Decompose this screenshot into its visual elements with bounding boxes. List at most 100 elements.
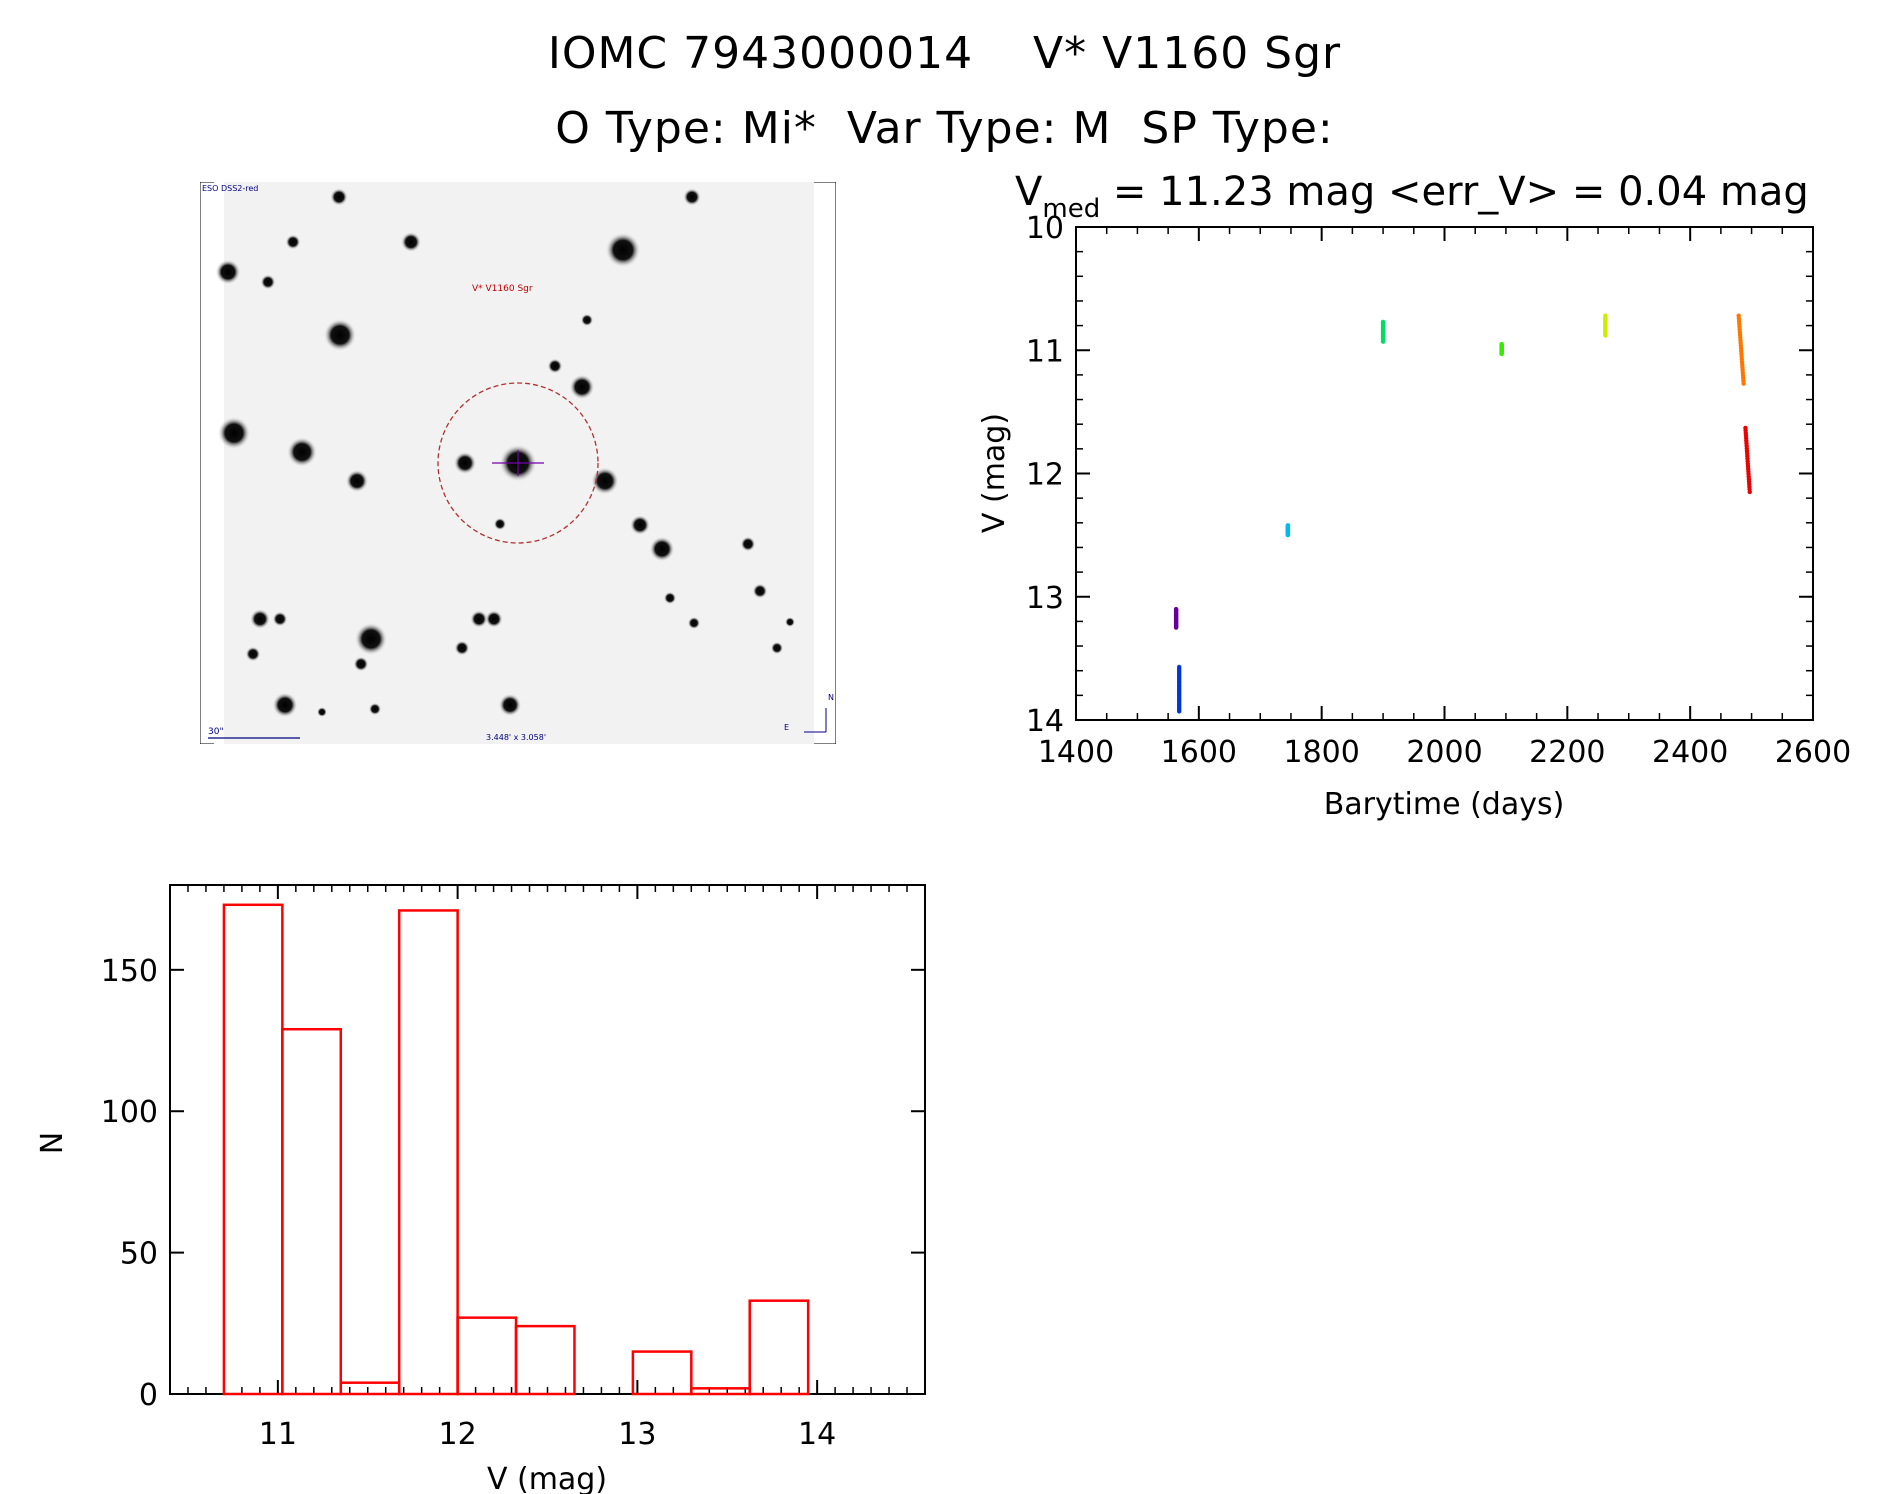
star-26 xyxy=(250,609,270,629)
light-curve-point-s7 xyxy=(1747,489,1752,495)
light-curve-point-s0 xyxy=(1173,624,1179,630)
light-curve-point-s4 xyxy=(1499,351,1504,357)
light-curve-point-s5 xyxy=(1603,327,1608,333)
light-curve-point-s2 xyxy=(1285,527,1291,532)
light-curve-point-s3 xyxy=(1380,320,1386,325)
light-curve-point-s4 xyxy=(1499,342,1504,348)
light-curve-point-s1 xyxy=(1176,694,1182,700)
light-curve-point-s6 xyxy=(1741,378,1746,384)
light-curve-point-s3 xyxy=(1380,329,1386,334)
target-label: V* V1160 Sgr xyxy=(472,284,533,294)
light-curve-point-s6 xyxy=(1740,367,1745,373)
light-curve-point-s5 xyxy=(1603,326,1608,332)
light-curve-point-s0 xyxy=(1173,618,1179,624)
histogram-bar xyxy=(339,1381,401,1396)
light-curve-point-s7 xyxy=(1746,474,1751,479)
light-curve-point-s6 xyxy=(1737,321,1742,327)
light-curve-point-s1 xyxy=(1176,675,1182,680)
star-20 xyxy=(493,517,507,531)
star-28 xyxy=(245,646,261,662)
light-curve-point-s5 xyxy=(1603,328,1608,333)
light-curve-point-s3 xyxy=(1380,337,1386,343)
light-curve-point-s5 xyxy=(1603,332,1608,337)
light-curve-point-s4 xyxy=(1499,345,1504,350)
light-curve-point-s3 xyxy=(1380,338,1386,344)
light-curve-point-s1 xyxy=(1176,686,1182,691)
light-curve-point-s5 xyxy=(1603,324,1608,329)
light-curve-point-s3 xyxy=(1380,335,1386,340)
histogram-bar xyxy=(281,1027,343,1396)
light-curve-point-s2 xyxy=(1285,527,1291,533)
light-curve-title: Vmed = 11.23 mag <err_V> = 0.04 mag xyxy=(1015,169,1809,224)
light-curve-point-s4 xyxy=(1499,348,1504,354)
light-curve-ytick-label: 10 xyxy=(1026,211,1064,246)
light-curve-point-s6 xyxy=(1739,348,1744,354)
star-1 xyxy=(401,232,421,252)
histogram-bar xyxy=(397,909,459,1396)
star-17 xyxy=(569,374,595,400)
light-curve-point-s6 xyxy=(1738,343,1744,348)
light-curve-point-s7 xyxy=(1745,459,1750,464)
light-curve-point-s3 xyxy=(1380,326,1386,332)
frame-right xyxy=(814,181,837,745)
light-curve-point-s4 xyxy=(1499,351,1504,356)
light-curve-point-s2 xyxy=(1285,530,1291,535)
light-curve-point-s0 xyxy=(1173,607,1179,613)
light-curve-point-s6 xyxy=(1740,362,1745,367)
star-36 xyxy=(785,617,795,627)
light-curve-ytick-label: 11 xyxy=(1026,334,1064,369)
histogram-ytick-label: 150 xyxy=(101,954,158,989)
light-curve-xtick-label: 1800 xyxy=(1283,735,1359,770)
light-curve-point-s7 xyxy=(1745,461,1751,466)
light-curve-point-s4 xyxy=(1499,346,1504,351)
light-curve-point-s1 xyxy=(1176,673,1182,679)
light-curve-point-s0 xyxy=(1173,608,1179,613)
star-27 xyxy=(272,611,288,627)
frame-left xyxy=(199,181,214,745)
light-curve-point-s5 xyxy=(1603,315,1608,320)
finder-chart: V* V1160 Sgr ESO DSS2-red 30" 3.448' x 3… xyxy=(199,181,837,745)
star-32 xyxy=(663,591,677,605)
light-curve-xtick-label: 2000 xyxy=(1406,735,1482,770)
light-curve-point-s5 xyxy=(1603,333,1608,338)
fov-label: 3.448' x 3.058' xyxy=(486,733,546,742)
light-curve-point-s3 xyxy=(1380,330,1386,336)
light-curve-point-s3 xyxy=(1380,321,1386,326)
light-curve-point-s7 xyxy=(1746,471,1751,477)
light-curve-point-s1 xyxy=(1176,700,1182,705)
light-curve-point-s5 xyxy=(1603,329,1608,334)
light-curve-point-s4 xyxy=(1499,349,1504,354)
light-curve-point-s7 xyxy=(1746,469,1751,474)
star-13 xyxy=(591,467,619,495)
histogram-ytick-label: 0 xyxy=(139,1378,158,1413)
survey-label: ESO DSS2-red xyxy=(202,184,258,193)
light-curve-point-s6 xyxy=(1737,329,1743,335)
light-curve-point-s7 xyxy=(1747,487,1752,492)
light-curve-point-s4 xyxy=(1499,346,1504,352)
histogram-bar xyxy=(748,1299,810,1396)
light-curve-title-subscript: med xyxy=(1042,194,1100,224)
light-curve-point-s6 xyxy=(1737,324,1742,329)
light-curve-point-s4 xyxy=(1499,347,1504,352)
light-curve-point-s5 xyxy=(1603,319,1608,324)
light-curve-point-s6 xyxy=(1737,332,1743,337)
light-curve-point-s2 xyxy=(1285,532,1291,537)
light-curve-point-s7 xyxy=(1743,433,1749,438)
light-curve-point-s7 xyxy=(1744,438,1749,443)
histogram-xtick-label: 13 xyxy=(618,1417,656,1452)
light-curve-point-s4 xyxy=(1499,344,1504,349)
light-curve-point-s3 xyxy=(1380,322,1386,328)
light-curve-point-s1 xyxy=(1176,702,1182,707)
light-curve-point-s3 xyxy=(1380,324,1386,329)
light-curve-point-s0 xyxy=(1173,615,1179,621)
light-curve-point-s3 xyxy=(1380,319,1386,325)
light-curve-xtick-label: 2200 xyxy=(1529,735,1605,770)
light-curve-axes xyxy=(1075,226,1814,721)
light-curve-point-s3 xyxy=(1380,332,1386,337)
light-curve-point-s5 xyxy=(1603,314,1608,319)
star-5 xyxy=(215,259,241,285)
light-curve-point-s1 xyxy=(1176,682,1182,687)
light-curve-point-s6 xyxy=(1738,335,1743,340)
star-22 xyxy=(470,610,488,628)
light-curve-point-s5 xyxy=(1603,323,1608,329)
